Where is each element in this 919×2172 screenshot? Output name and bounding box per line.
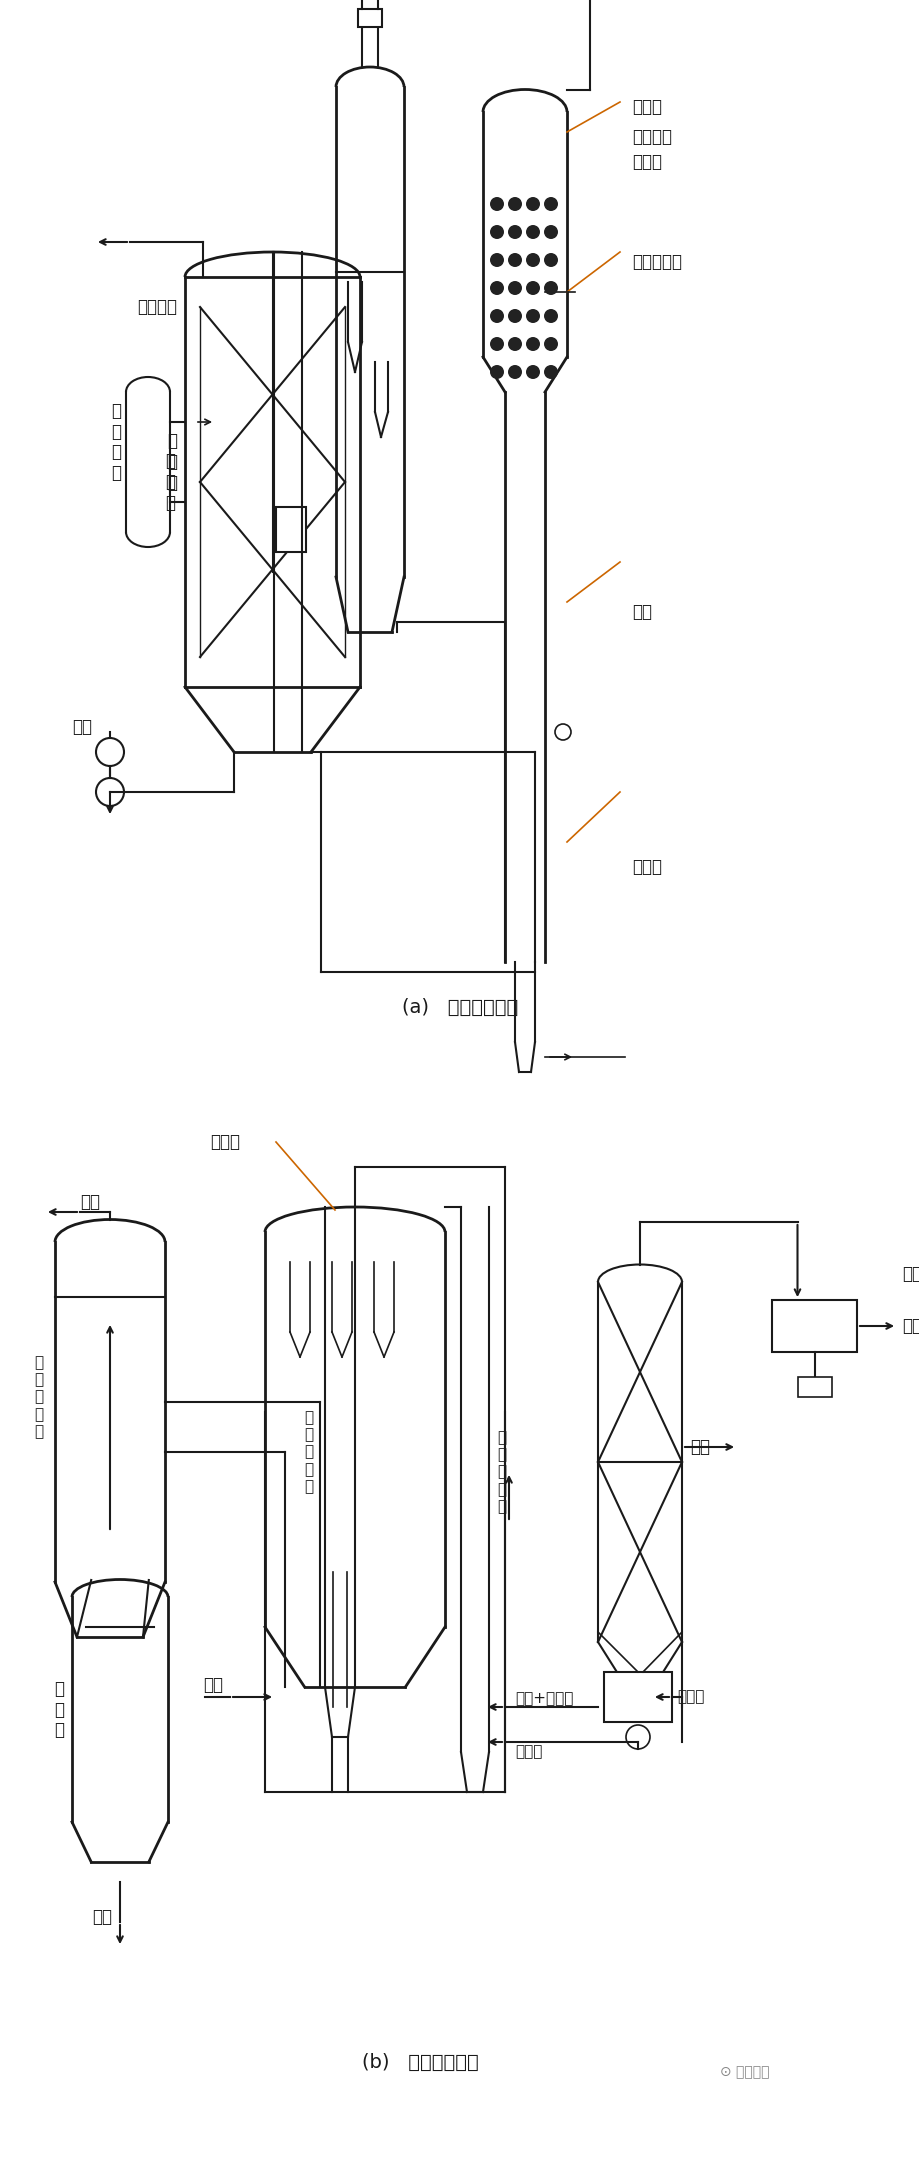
- Text: 柴油: 柴油: [690, 1438, 710, 1455]
- Circle shape: [490, 308, 504, 324]
- Bar: [798, 1377, 832, 1397]
- Text: 油浆+回炼油: 油浆+回炼油: [515, 1692, 573, 1707]
- Text: 原料油: 原料油: [632, 858, 662, 875]
- Circle shape: [544, 252, 558, 267]
- Text: 外
取
热
器: 外 取 热 器: [111, 402, 121, 482]
- Text: (a)   串联双提升管: (a) 串联双提升管: [402, 997, 518, 1016]
- Bar: [604, 1672, 672, 1722]
- Circle shape: [508, 365, 522, 378]
- Circle shape: [490, 365, 504, 378]
- Text: 粗汽油: 粗汽油: [515, 1744, 542, 1759]
- Circle shape: [96, 738, 124, 767]
- Circle shape: [490, 280, 504, 295]
- Circle shape: [526, 280, 540, 295]
- Circle shape: [526, 198, 540, 211]
- Text: 换热器: 换热器: [677, 1690, 704, 1705]
- Circle shape: [508, 198, 522, 211]
- Bar: [276, 506, 305, 552]
- Circle shape: [508, 252, 522, 267]
- Circle shape: [490, 337, 504, 352]
- Text: 急冷油、水: 急冷油、水: [632, 252, 682, 272]
- Circle shape: [626, 1725, 650, 1748]
- Text: 油浆: 油浆: [632, 604, 652, 621]
- Circle shape: [544, 280, 558, 295]
- Text: 二
段
提
升
管: 二 段 提 升 管: [497, 1429, 506, 1514]
- Bar: [358, 9, 382, 26]
- Circle shape: [526, 308, 540, 324]
- Circle shape: [96, 778, 124, 806]
- Circle shape: [544, 226, 558, 239]
- Text: (b)   并联双提升管: (b) 并联双提升管: [361, 2053, 479, 2072]
- Circle shape: [508, 280, 522, 295]
- Circle shape: [490, 198, 504, 211]
- Text: 富气: 富气: [902, 1264, 919, 1284]
- Circle shape: [544, 365, 558, 378]
- Circle shape: [526, 337, 540, 352]
- Text: 烧
焦
罐: 烧 焦 罐: [54, 1679, 64, 1740]
- Circle shape: [555, 723, 571, 741]
- Text: 烟气: 烟气: [80, 1192, 100, 1212]
- Bar: [772, 1301, 857, 1351]
- Circle shape: [508, 226, 522, 239]
- Text: 串联变径: 串联变径: [632, 128, 672, 146]
- Circle shape: [526, 252, 540, 267]
- Text: 沉
降
器: 沉 降 器: [167, 432, 177, 491]
- Circle shape: [490, 252, 504, 267]
- Circle shape: [508, 337, 522, 352]
- Circle shape: [544, 337, 558, 352]
- Circle shape: [526, 365, 540, 378]
- Circle shape: [544, 198, 558, 211]
- Text: 终止剂: 终止剂: [632, 98, 662, 115]
- Text: 再
生
器: 再 生 器: [165, 452, 175, 513]
- Text: 沉降器: 沉降器: [210, 1134, 240, 1151]
- Circle shape: [544, 308, 558, 324]
- Text: 原料: 原料: [203, 1677, 223, 1694]
- Text: 第
二
再
生
器: 第 二 再 生 器: [34, 1355, 43, 1440]
- Circle shape: [490, 226, 504, 239]
- Text: 主风: 主风: [72, 719, 92, 736]
- Circle shape: [508, 308, 522, 324]
- Circle shape: [526, 226, 540, 239]
- Text: 一
段
提
升
管: 一 段 提 升 管: [304, 1410, 313, 1494]
- Text: 富气: 富气: [902, 1316, 919, 1336]
- Text: 再生烟气: 再生烟气: [137, 298, 177, 315]
- Text: 提升管: 提升管: [632, 152, 662, 172]
- Text: 主风: 主风: [92, 1907, 112, 1927]
- Text: ⊙ 超级石化: ⊙ 超级石化: [720, 2066, 769, 2079]
